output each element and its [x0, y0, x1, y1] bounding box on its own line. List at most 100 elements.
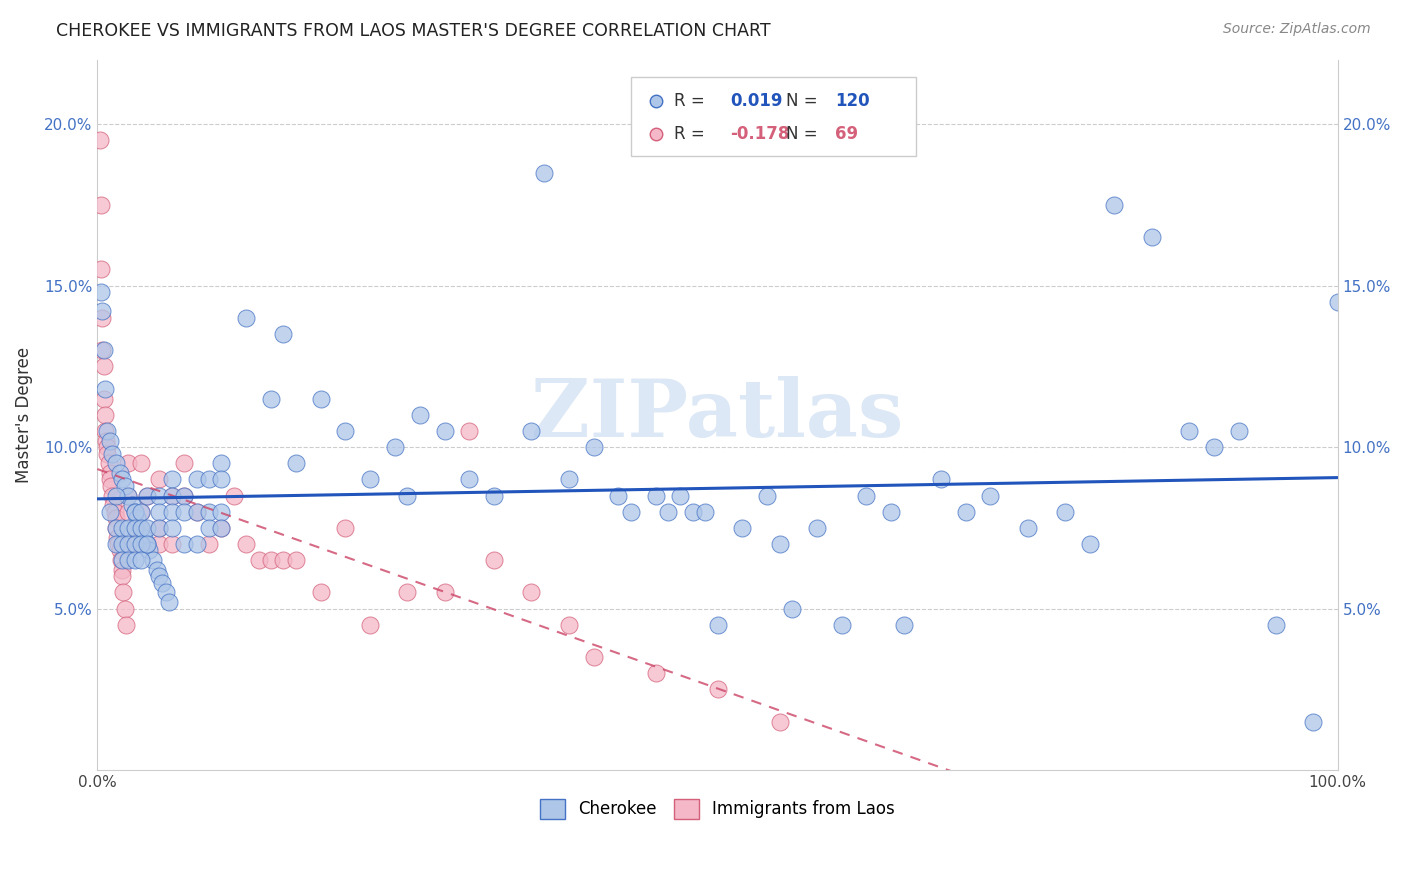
Point: [706, 617, 728, 632]
Point: [458, 472, 481, 486]
Point: [98, 466, 121, 480]
Point: [104, 521, 127, 535]
Point: [104, 456, 127, 470]
Point: [136, 489, 159, 503]
Point: [104, 505, 127, 519]
Point: [148, 569, 170, 583]
Point: [148, 521, 170, 535]
Point: [198, 521, 221, 535]
Point: [582, 440, 605, 454]
Point: [129, 456, 152, 470]
Point: [142, 553, 165, 567]
Point: [94, 382, 117, 396]
Point: [396, 489, 419, 503]
Point: [831, 617, 853, 632]
Point: [148, 489, 170, 503]
Text: R =: R =: [673, 125, 710, 144]
Point: [98, 434, 121, 448]
Point: [134, 531, 156, 545]
Point: [150, 575, 173, 590]
Text: R =: R =: [673, 92, 710, 110]
Point: [520, 585, 543, 599]
Point: [309, 392, 332, 406]
Point: [124, 505, 146, 519]
Point: [111, 472, 134, 486]
Point: [209, 472, 232, 486]
Point: [1202, 440, 1225, 454]
Point: [533, 166, 555, 180]
Point: [335, 424, 357, 438]
Point: [1264, 617, 1286, 632]
Point: [114, 479, 136, 493]
Point: [117, 489, 139, 503]
Point: [91, 343, 114, 358]
Point: [148, 537, 170, 551]
Text: -0.178: -0.178: [730, 125, 789, 144]
Point: [111, 537, 134, 551]
Point: [1017, 521, 1039, 535]
Point: [209, 505, 232, 519]
Point: [111, 563, 134, 577]
Point: [955, 505, 977, 519]
Point: [124, 537, 146, 551]
Point: [97, 456, 120, 470]
Point: [669, 489, 692, 503]
Point: [129, 521, 152, 535]
Point: [160, 505, 183, 519]
Point: [682, 505, 704, 519]
Point: [129, 505, 152, 519]
Text: N =: N =: [786, 125, 823, 144]
Point: [1178, 424, 1201, 438]
Point: [98, 505, 121, 519]
Point: [138, 543, 160, 558]
Point: [557, 472, 579, 486]
Point: [160, 521, 183, 535]
Point: [309, 585, 332, 599]
Point: [124, 553, 146, 567]
Point: [458, 424, 481, 438]
Point: [117, 521, 139, 535]
Point: [94, 424, 117, 438]
Point: [93, 392, 115, 406]
Point: [111, 521, 134, 535]
Point: [124, 521, 146, 535]
Text: ZIPatlas: ZIPatlas: [531, 376, 904, 454]
Point: [93, 359, 115, 374]
Legend: Cherokee, Immigrants from Laos: Cherokee, Immigrants from Laos: [534, 792, 901, 826]
Point: [110, 553, 132, 567]
Point: [121, 498, 143, 512]
Point: [706, 682, 728, 697]
Point: [104, 521, 127, 535]
Point: [695, 505, 717, 519]
Point: [335, 521, 357, 535]
Point: [105, 531, 128, 545]
Point: [198, 537, 221, 551]
Point: [1302, 714, 1324, 729]
Point: [768, 714, 790, 729]
Point: [186, 472, 208, 486]
Point: [108, 466, 131, 480]
Point: [115, 617, 138, 632]
Point: [173, 489, 195, 503]
Point: [1227, 424, 1250, 438]
Point: [1140, 230, 1163, 244]
Text: 0.019: 0.019: [730, 92, 783, 110]
Point: [186, 505, 208, 519]
Point: [125, 511, 148, 525]
Point: [136, 489, 159, 503]
Point: [484, 553, 506, 567]
Point: [91, 304, 114, 318]
Point: [129, 505, 152, 519]
Point: [731, 521, 754, 535]
Point: [129, 553, 152, 567]
Point: [260, 392, 283, 406]
Text: N =: N =: [786, 92, 823, 110]
Point: [384, 440, 406, 454]
Point: [1078, 537, 1101, 551]
Point: [124, 505, 146, 519]
Point: [117, 456, 139, 470]
Point: [114, 601, 136, 615]
Point: [768, 537, 790, 551]
Text: 69: 69: [835, 125, 859, 144]
Point: [104, 489, 127, 503]
